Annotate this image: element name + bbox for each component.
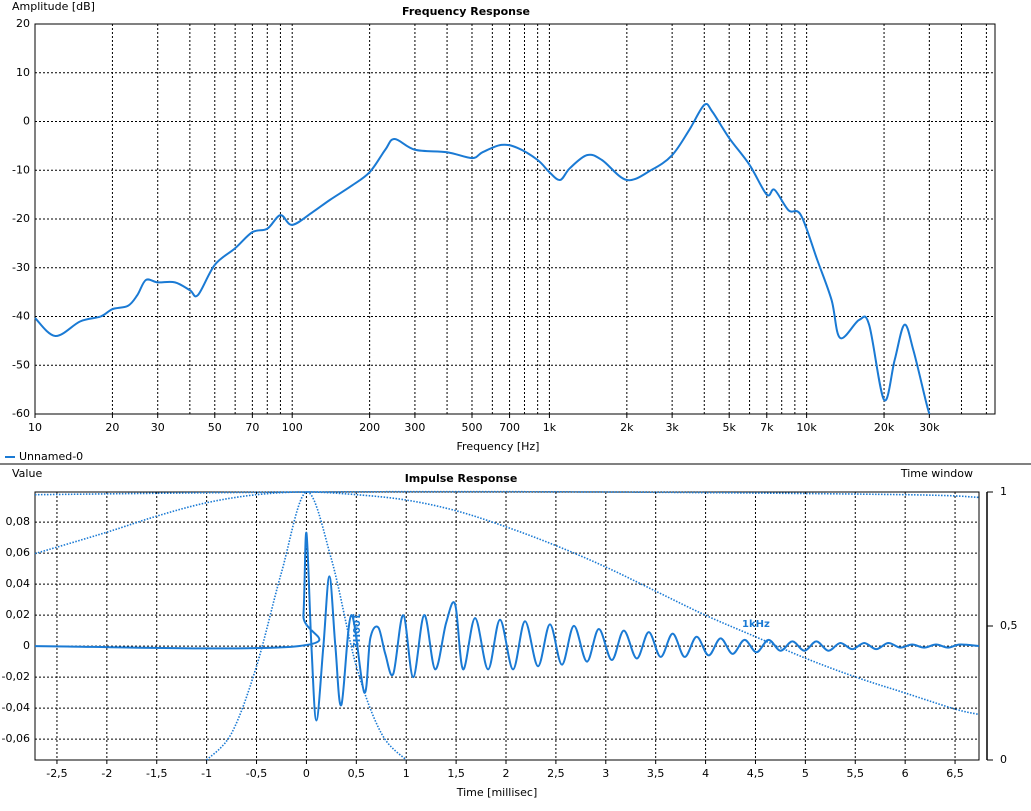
y-axis-label: Amplitude [dB]: [12, 0, 95, 13]
y2-tick-label: 1: [1000, 485, 1007, 498]
y-tick-label: -30: [12, 261, 30, 274]
x-tick-label: 0: [303, 767, 310, 780]
x-tick-label: 3k: [665, 421, 679, 434]
x-tick-label: -0,5: [246, 767, 267, 780]
y-tick-label: 20: [16, 17, 30, 30]
y-tick-label: 0,02: [6, 608, 31, 621]
x-tick-label: 5,5: [847, 767, 865, 780]
x-tick-label: 20: [105, 421, 119, 434]
y2-tick-label: 0: [1000, 753, 1007, 766]
x-tick-label: 2k: [620, 421, 634, 434]
x-tick-label: 1,5: [447, 767, 465, 780]
x-tick-label: -2: [101, 767, 112, 780]
x-tick-label: 4,5: [747, 767, 765, 780]
y-tick-label: -0,02: [2, 670, 30, 683]
x-tick-label: 10: [28, 421, 42, 434]
x-tick-label: 30: [151, 421, 165, 434]
x-tick-label: 20k: [874, 421, 895, 434]
y-tick-label: 0,06: [6, 546, 31, 559]
x-tick-label: 300: [404, 421, 425, 434]
x-tick-label: 7k: [760, 421, 774, 434]
x-tick-label: 6,5: [946, 767, 964, 780]
x-tick-label: 500: [461, 421, 482, 434]
y2-axis-label: Time window: [900, 467, 973, 480]
y-tick-label: 0,08: [6, 515, 31, 528]
y-tick-label: -0,04: [2, 701, 30, 714]
x-tick-label: 2: [503, 767, 510, 780]
x-tick-label: 50: [208, 421, 222, 434]
series-line: [34, 102, 931, 415]
x-tick-label: 0,5: [348, 767, 366, 780]
y-tick-label: -10: [12, 163, 30, 176]
x-tick-label: 3,5: [647, 767, 665, 780]
x-tick-label: 6: [902, 767, 909, 780]
x-tick-label: 1: [403, 767, 410, 780]
y-tick-label: -0,06: [2, 732, 30, 745]
y-tick-label: 0,04: [6, 577, 31, 590]
x-tick-label: 5k: [723, 421, 737, 434]
x-tick-label: 5: [802, 767, 809, 780]
y-axis-label: Value: [12, 467, 42, 480]
y-tick-label: 0: [23, 639, 30, 652]
x-tick-label: 200: [359, 421, 380, 434]
y-tick-label: -60: [12, 407, 30, 420]
series-line: [34, 491, 980, 716]
y-tick-label: -50: [12, 358, 30, 371]
x-tick-label: 10k: [796, 421, 817, 434]
x-tick-label: 700: [499, 421, 520, 434]
x-tick-label: 30k: [919, 421, 940, 434]
y-tick-label: -40: [12, 310, 30, 323]
y-tick-label: 0: [23, 115, 30, 128]
x-tick-label: 4: [702, 767, 709, 780]
x-tick-label: -1,5: [146, 767, 167, 780]
plot-frame: [34, 23, 996, 415]
x-tick-label: 100: [282, 421, 303, 434]
x-axis-label: Time [millisec]: [456, 786, 538, 799]
x-tick-label: -1: [201, 767, 212, 780]
y-tick-label: 10: [16, 66, 30, 79]
y2-tick-label: 0,5: [1000, 619, 1018, 632]
chart-title: Frequency Response: [402, 5, 530, 18]
x-tick-label: 70: [245, 421, 259, 434]
series-line: [34, 531, 980, 722]
y-tick-label: -20: [12, 212, 30, 225]
x-axis-label: Frequency [Hz]: [457, 440, 540, 453]
legend-label: Unnamed-0: [19, 450, 83, 463]
series-line: [34, 490, 980, 499]
x-tick-label: 2,5: [547, 767, 565, 780]
series-label: 1kHz: [742, 619, 770, 630]
x-tick-label: -2,5: [46, 767, 67, 780]
chart-title: Impulse Response: [405, 472, 518, 485]
series-label: 100Hz: [350, 613, 361, 648]
x-tick-label: 3: [602, 767, 609, 780]
x-tick-label: 1k: [543, 421, 557, 434]
